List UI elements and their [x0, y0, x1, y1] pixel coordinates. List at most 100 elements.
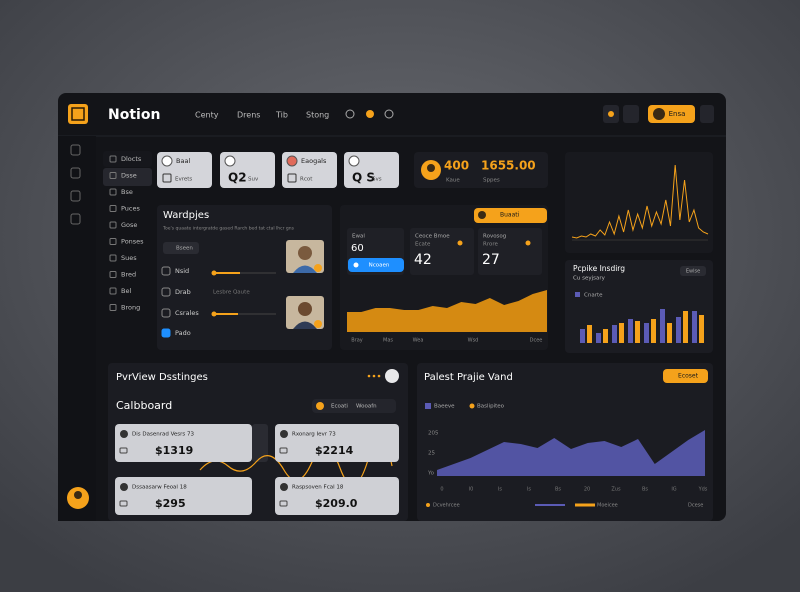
panel-menu[interactable] — [385, 369, 399, 383]
button-label: Ensa — [669, 110, 686, 118]
logo[interactable] — [68, 104, 88, 124]
bar — [644, 323, 649, 343]
photo-badge — [314, 320, 322, 328]
tag-label: Bseen — [176, 246, 193, 252]
user-avatar — [653, 108, 665, 120]
menu-item[interactable]: Brong — [121, 304, 140, 312]
trend-area — [437, 430, 705, 476]
transaction-card[interactable] — [275, 477, 399, 515]
card-icon — [119, 500, 128, 507]
row-icon — [161, 287, 171, 297]
legend-dot — [426, 503, 430, 507]
panel-title: Pcpike Insdirg — [573, 264, 625, 273]
menu-item[interactable]: Bred — [121, 271, 136, 279]
transaction-card[interactable] — [115, 424, 252, 462]
metric-label: Ceoce Bmoe — [415, 234, 450, 240]
menu-item[interactable]: Dsse — [121, 172, 137, 180]
bar — [699, 315, 704, 343]
menu-item[interactable]: Gose — [121, 221, 137, 229]
bar — [619, 323, 624, 343]
trend-tag[interactable] — [663, 369, 708, 383]
nav-item[interactable]: Drens — [237, 111, 260, 120]
nav-item[interactable]: Centy — [195, 111, 219, 120]
menu-item[interactable]: Bse — [121, 188, 133, 196]
menu-item[interactable]: Puces — [121, 205, 140, 213]
menu-item[interactable]: Bel — [121, 287, 131, 295]
slider-knob[interactable] — [211, 311, 217, 317]
x-label: Zus — [611, 487, 621, 493]
tag-dot[interactable] — [316, 402, 324, 410]
icon-dot — [608, 111, 614, 117]
y-label: 205 — [428, 431, 439, 437]
row-label[interactable]: Drab — [175, 288, 191, 296]
card-icon — [224, 155, 236, 167]
photo-head — [298, 302, 312, 316]
y-label: 25 — [428, 451, 435, 457]
legend-label: Baeeve — [434, 404, 455, 410]
brand: Notion — [108, 107, 160, 123]
menu-icon — [109, 188, 117, 196]
stat-label: Sppes — [483, 178, 500, 184]
button-icon — [353, 262, 359, 268]
card-icon — [161, 155, 173, 167]
bar — [628, 319, 633, 343]
x-label: Yds — [698, 487, 708, 493]
nav-item[interactable]: Stong — [306, 111, 329, 120]
search-icon[interactable] — [345, 109, 355, 119]
icon-button[interactable] — [623, 105, 639, 123]
x-label: Bs — [642, 487, 648, 493]
menu-icon — [109, 238, 117, 245]
card-icon — [280, 483, 288, 491]
tag[interactable] — [163, 242, 199, 254]
card-title: Dis Dasenrad Vesrs 73 — [132, 432, 195, 438]
x-label: IG — [671, 487, 676, 493]
card-note: Suv — [248, 177, 259, 183]
menu-icon — [109, 205, 117, 212]
panel-subtitle: Calbboard — [116, 399, 172, 412]
stats-avatar-head — [427, 164, 435, 172]
nav-item[interactable]: Tib — [275, 111, 288, 120]
card-amount: $209.0 — [315, 497, 358, 510]
metric-value: 27 — [482, 252, 500, 268]
photo-head — [298, 246, 312, 260]
card-icon — [280, 430, 288, 438]
metric-button[interactable] — [348, 258, 404, 272]
bar-tag[interactable] — [680, 266, 706, 276]
metrics-tag[interactable] — [474, 208, 547, 223]
transaction-card[interactable] — [115, 477, 252, 515]
tag-label[interactable]: Ecoati — [331, 404, 348, 410]
card-icon — [279, 447, 288, 454]
bar — [612, 325, 617, 343]
row-icon — [161, 308, 171, 318]
slider-knob[interactable] — [211, 270, 217, 276]
menu-item[interactable]: Ponses — [121, 238, 144, 246]
transaction-card[interactable] — [275, 424, 399, 462]
bar — [587, 325, 592, 343]
icon-button[interactable] — [700, 105, 714, 123]
row-label[interactable]: Pado — [175, 329, 191, 337]
panel-title: Palest Prajie Vand — [424, 372, 513, 383]
bar — [651, 319, 656, 343]
settings-icon[interactable] — [384, 109, 394, 119]
card-value: Q S — [352, 171, 375, 185]
bar — [660, 309, 665, 343]
metric-value: 60 — [351, 243, 364, 254]
card-icon — [348, 155, 360, 167]
card-icon — [162, 173, 172, 183]
row-label[interactable]: Csrales — [175, 309, 199, 317]
metric-dot — [525, 240, 531, 246]
x-label: Bray — [351, 338, 363, 344]
tag-label[interactable]: Wooafn — [356, 404, 377, 410]
row-label[interactable]: Nsid — [175, 267, 189, 275]
stat-value: 400 — [444, 159, 469, 173]
bell-icon[interactable] — [366, 110, 374, 118]
x-label: Dcee — [530, 338, 543, 344]
rail-icons — [70, 144, 81, 225]
y-label: Yo — [427, 471, 435, 477]
menu-item[interactable]: Dlocts — [121, 155, 142, 163]
stats-panel — [414, 152, 548, 188]
card-amount: $2214 — [315, 444, 354, 457]
card-title: Rxonarg Ievr 73 — [292, 432, 336, 438]
metric-label: Ewal — [352, 234, 365, 240]
menu-item[interactable]: Sues — [121, 254, 137, 262]
